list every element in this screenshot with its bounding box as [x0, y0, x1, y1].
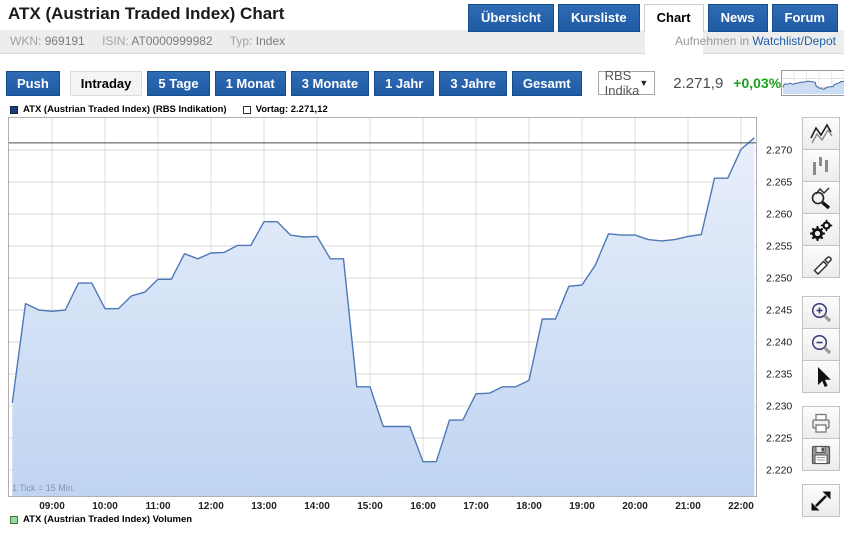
draw-icon [808, 249, 834, 275]
tab-chart[interactable]: Chart [643, 4, 704, 57]
legend-series-label: ATX (Austrian Traded Index) (RBS Indikat… [23, 104, 227, 115]
indicator-select-value: RBS Indika [604, 68, 640, 98]
cursor-button[interactable] [802, 360, 840, 393]
range-3-monate-button[interactable]: 3 Monate [290, 70, 370, 96]
svg-text:2.260: 2.260 [766, 209, 792, 221]
fullscreen-icon [808, 488, 834, 514]
sparkline-widget: 2.300 2.200 [781, 70, 844, 96]
indicator-select[interactable]: RBS Indika ▼ [597, 68, 656, 98]
zoom-out-button[interactable] [802, 328, 840, 361]
volume-legend: ATX (Austrian Traded Index) Volumen [10, 514, 192, 525]
instrument-ids: WKN: 969191 ISIN: AT0000999982 Typ: Inde… [10, 34, 299, 48]
isin-value: AT0000999982 [131, 34, 213, 48]
range-gesamt-button[interactable]: Gesamt [511, 70, 582, 96]
legend-series: ATX (Austrian Traded Index) (RBS Indikat… [10, 104, 227, 115]
typ-label: Typ: [229, 34, 253, 48]
draw-button[interactable] [802, 245, 840, 278]
indicator-zoom-icon [808, 185, 834, 211]
chart-type-bars-button[interactable] [802, 149, 840, 182]
wkn-value: 969191 [44, 34, 85, 48]
chart-type-line-button[interactable] [802, 117, 840, 150]
zoom-in-button[interactable] [802, 296, 840, 329]
svg-text:17:00: 17:00 [463, 501, 489, 512]
cursor-icon [808, 364, 834, 390]
sparkline-chart [781, 70, 844, 96]
watchlist-link[interactable]: Watchlist/Depot [752, 34, 836, 48]
chart-tools-sidebar [802, 117, 842, 517]
typ-value: Index [255, 34, 286, 48]
wkn-label: WKN: [10, 34, 42, 48]
range-buttons: Intraday 5 Tage 1 Monat 3 Monate 1 Jahr 3 Jah… [64, 70, 582, 96]
zoom-in-icon [808, 300, 834, 326]
svg-text:2.230: 2.230 [766, 401, 792, 413]
chart-toolbar: Push Intraday 5 Tage 1 Monat 3 Monate 1 Jahr… [0, 68, 844, 98]
chart-legend: ATX (Austrian Traded Index) (RBS Indikat… [10, 104, 328, 115]
volume-swatch-icon [10, 515, 18, 524]
svg-text:2.270: 2.270 [766, 145, 792, 157]
quote-change: +0,03% [733, 75, 782, 91]
svg-text:09:00: 09:00 [39, 501, 65, 512]
chevron-down-icon: ▼ [639, 78, 649, 88]
quote-value: 2.271,9 [673, 74, 724, 92]
range-1-jahr-button[interactable]: 1 Jahr [374, 70, 435, 96]
svg-text:12:00: 12:00 [198, 501, 224, 512]
range-intraday-button[interactable]: Intraday [69, 70, 143, 96]
watchlist-prefix: Aufnehmen in [675, 34, 750, 48]
svg-text:2.220: 2.220 [766, 465, 792, 477]
save-icon [808, 442, 834, 468]
svg-text:2.265: 2.265 [766, 177, 792, 189]
svg-text:2.225: 2.225 [766, 433, 792, 445]
svg-text:2.240: 2.240 [766, 337, 792, 349]
svg-text:19:00: 19:00 [569, 501, 595, 512]
svg-text:13:00: 13:00 [251, 501, 277, 512]
svg-text:18:00: 18:00 [516, 501, 542, 512]
svg-text:2.245: 2.245 [766, 305, 792, 317]
svg-text:22:00: 22:00 [728, 501, 754, 512]
svg-text:21:00: 21:00 [675, 501, 701, 512]
volume-legend-label: ATX (Austrian Traded Index) Volumen [23, 514, 193, 525]
isin-label: ISIN: [102, 34, 129, 48]
svg-text:20:00: 20:00 [622, 501, 648, 512]
tab-kursliste[interactable]: Kursliste [557, 4, 640, 32]
print-button[interactable] [802, 406, 840, 439]
zoom-out-icon [808, 332, 834, 358]
svg-text:2.255: 2.255 [766, 241, 792, 253]
nav-tabs: Übersicht Kursliste Chart News Forum [468, 4, 838, 57]
chart-type-line-icon [808, 121, 834, 147]
tab-news[interactable]: News [707, 4, 768, 32]
svg-text:11:00: 11:00 [145, 501, 170, 512]
svg-text:16:00: 16:00 [410, 501, 436, 512]
settings-button[interactable] [802, 213, 840, 246]
indicator-zoom-button[interactable] [802, 181, 840, 214]
push-button[interactable]: Push [6, 70, 60, 96]
range-3-jahre-button[interactable]: 3 Jahre [439, 70, 507, 96]
fullscreen-button[interactable] [802, 484, 840, 517]
print-icon [808, 410, 834, 436]
legend-vortag-label: Vortag: 2.271,12 [255, 104, 328, 115]
tab-uebersicht[interactable]: Übersicht [468, 4, 554, 32]
tab-forum[interactable]: Forum [771, 4, 838, 32]
series-swatch-icon [10, 105, 18, 114]
save-button[interactable] [802, 438, 840, 471]
watchlist-area: Aufnehmen in Watchlist/Depot [675, 34, 836, 48]
range-5-tage-button[interactable]: 5 Tage [147, 70, 210, 96]
svg-text:15:00: 15:00 [357, 501, 383, 512]
svg-text:10:00: 10:00 [92, 501, 118, 512]
legend-vortag: Vortag: 2.271,12 [242, 104, 328, 115]
page-title: ATX (Austrian Traded Index) Chart [8, 4, 285, 23]
svg-text:14:00: 14:00 [304, 501, 330, 512]
price-chart[interactable]: 1 Tick = 15 Min. 2.270 2.265 2.260 2.255 2.25… [0, 117, 844, 517]
vortag-swatch-icon [242, 105, 251, 114]
range-1-monat-button[interactable]: 1 Monat [214, 70, 286, 96]
instrument-info-strip: WKN: 969191 ISIN: AT0000999982 Typ: Inde… [0, 30, 844, 54]
svg-text:1 Tick = 15 Min.: 1 Tick = 15 Min. [12, 483, 75, 493]
chart-type-bars-icon [808, 153, 834, 179]
settings-icon [808, 217, 834, 243]
svg-text:2.250: 2.250 [766, 273, 792, 285]
svg-text:2.235: 2.235 [766, 369, 792, 381]
